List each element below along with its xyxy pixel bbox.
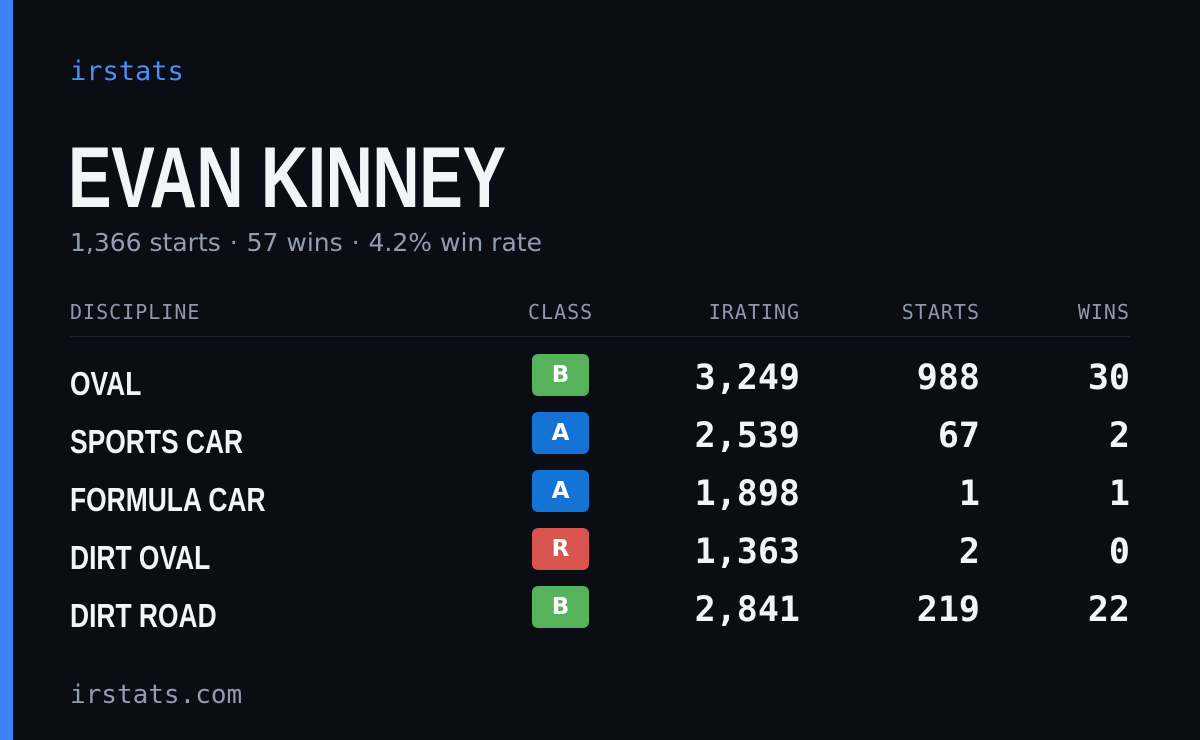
driver-name: EVAN KINNEY	[68, 130, 506, 226]
summary-starts: 1,366 starts	[70, 228, 221, 257]
class-badge: B	[532, 354, 589, 396]
discipline-label: OVAL	[70, 365, 142, 402]
table-header: DISCIPLINE CLASS IRATING STARTS WINS	[70, 300, 1130, 337]
class-badge: A	[532, 470, 589, 512]
header-class: CLASS	[528, 300, 594, 324]
header-irating: IRATING	[708, 300, 800, 324]
discipline-label: SPORTS CAR	[70, 423, 244, 460]
summary-separator: ·	[351, 228, 360, 257]
irating-value: 1,898	[694, 474, 800, 514]
class-badge: R	[532, 528, 589, 570]
discipline-label: DIRT OVAL	[70, 539, 211, 576]
header-discipline: DISCIPLINE	[70, 300, 201, 324]
class-badge: B	[532, 586, 589, 628]
summary-separator: ·	[229, 228, 238, 257]
starts-value: 67	[937, 416, 980, 456]
irating-value: 2,539	[694, 416, 800, 456]
wins-value: 22	[1087, 590, 1130, 630]
starts-value: 1	[958, 474, 980, 514]
wins-value: 30	[1087, 358, 1130, 398]
irating-value: 3,249	[694, 358, 800, 398]
summary-win-rate: 4.2% win rate	[368, 228, 542, 257]
table-row: DIRT OVAL R 1,363 2 0	[70, 524, 1130, 582]
starts-value: 219	[916, 590, 980, 630]
header-starts: STARTS	[901, 300, 980, 324]
discipline-label: FORMULA CAR	[70, 481, 266, 518]
brand-logo[interactable]: irstats	[70, 56, 184, 87]
footer-url[interactable]: irstats.com	[70, 680, 243, 710]
table-row: SPORTS CAR A 2,539 67 2	[70, 408, 1130, 466]
driver-summary: 1,366 starts · 57 wins · 4.2% win rate	[70, 228, 542, 257]
wins-value: 1	[1108, 474, 1130, 514]
wins-value: 2	[1108, 416, 1130, 456]
summary-wins: 57 wins	[246, 228, 343, 257]
discipline-label: DIRT ROAD	[70, 597, 217, 634]
irating-value: 1,363	[694, 532, 800, 572]
discipline-table: OVAL B 3,249 988 30 SPORTS CAR A 2,539 6…	[70, 350, 1130, 640]
starts-value: 988	[916, 358, 980, 398]
wins-value: 0	[1108, 532, 1130, 572]
accent-bar	[0, 0, 13, 740]
class-badge: A	[532, 412, 589, 454]
header-wins: WINS	[1077, 300, 1130, 324]
table-row: DIRT ROAD B 2,841 219 22	[70, 582, 1130, 640]
irating-value: 2,841	[694, 590, 800, 630]
starts-value: 2	[958, 532, 980, 572]
table-row: FORMULA CAR A 1,898 1 1	[70, 466, 1130, 524]
table-row: OVAL B 3,249 988 30	[70, 350, 1130, 408]
